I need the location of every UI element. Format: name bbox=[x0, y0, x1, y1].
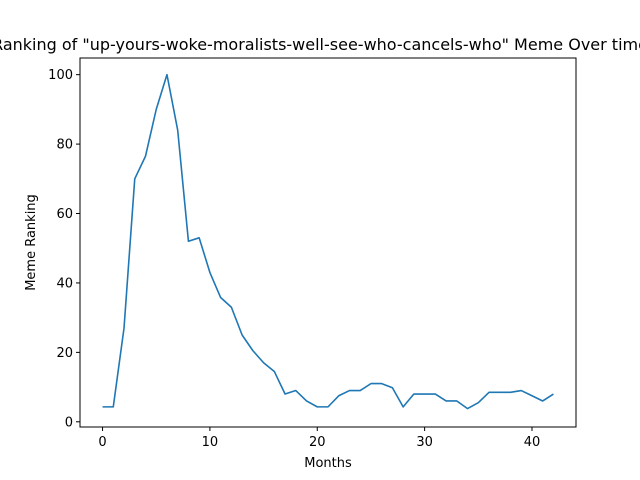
x-tick-label: 20 bbox=[309, 435, 326, 450]
y-tick-label: 60 bbox=[56, 207, 73, 222]
y-tick-label: 100 bbox=[48, 68, 73, 83]
chart-title: Ranking of "up-yours-woke-moralists-well… bbox=[0, 35, 640, 54]
axis-ticks: 0 10 20 30 40 0 20 40 60 80 100 bbox=[48, 68, 540, 450]
plot-area bbox=[102, 73, 554, 410]
x-axis-label: Months bbox=[304, 456, 352, 471]
y-axis-label: Meme Ranking bbox=[24, 194, 39, 291]
x-tick-label: 40 bbox=[524, 435, 541, 450]
y-tick-label: 0 bbox=[65, 415, 73, 430]
y-tick-label: 40 bbox=[56, 276, 73, 291]
y-tick-label: 20 bbox=[56, 346, 73, 361]
plot-frame bbox=[79, 57, 577, 428]
x-tick-label: 10 bbox=[202, 435, 219, 450]
series-line-0 bbox=[102, 73, 554, 410]
x-tick-label: 0 bbox=[98, 435, 106, 450]
y-tick-label: 80 bbox=[56, 138, 73, 153]
x-tick-label: 30 bbox=[416, 435, 433, 450]
